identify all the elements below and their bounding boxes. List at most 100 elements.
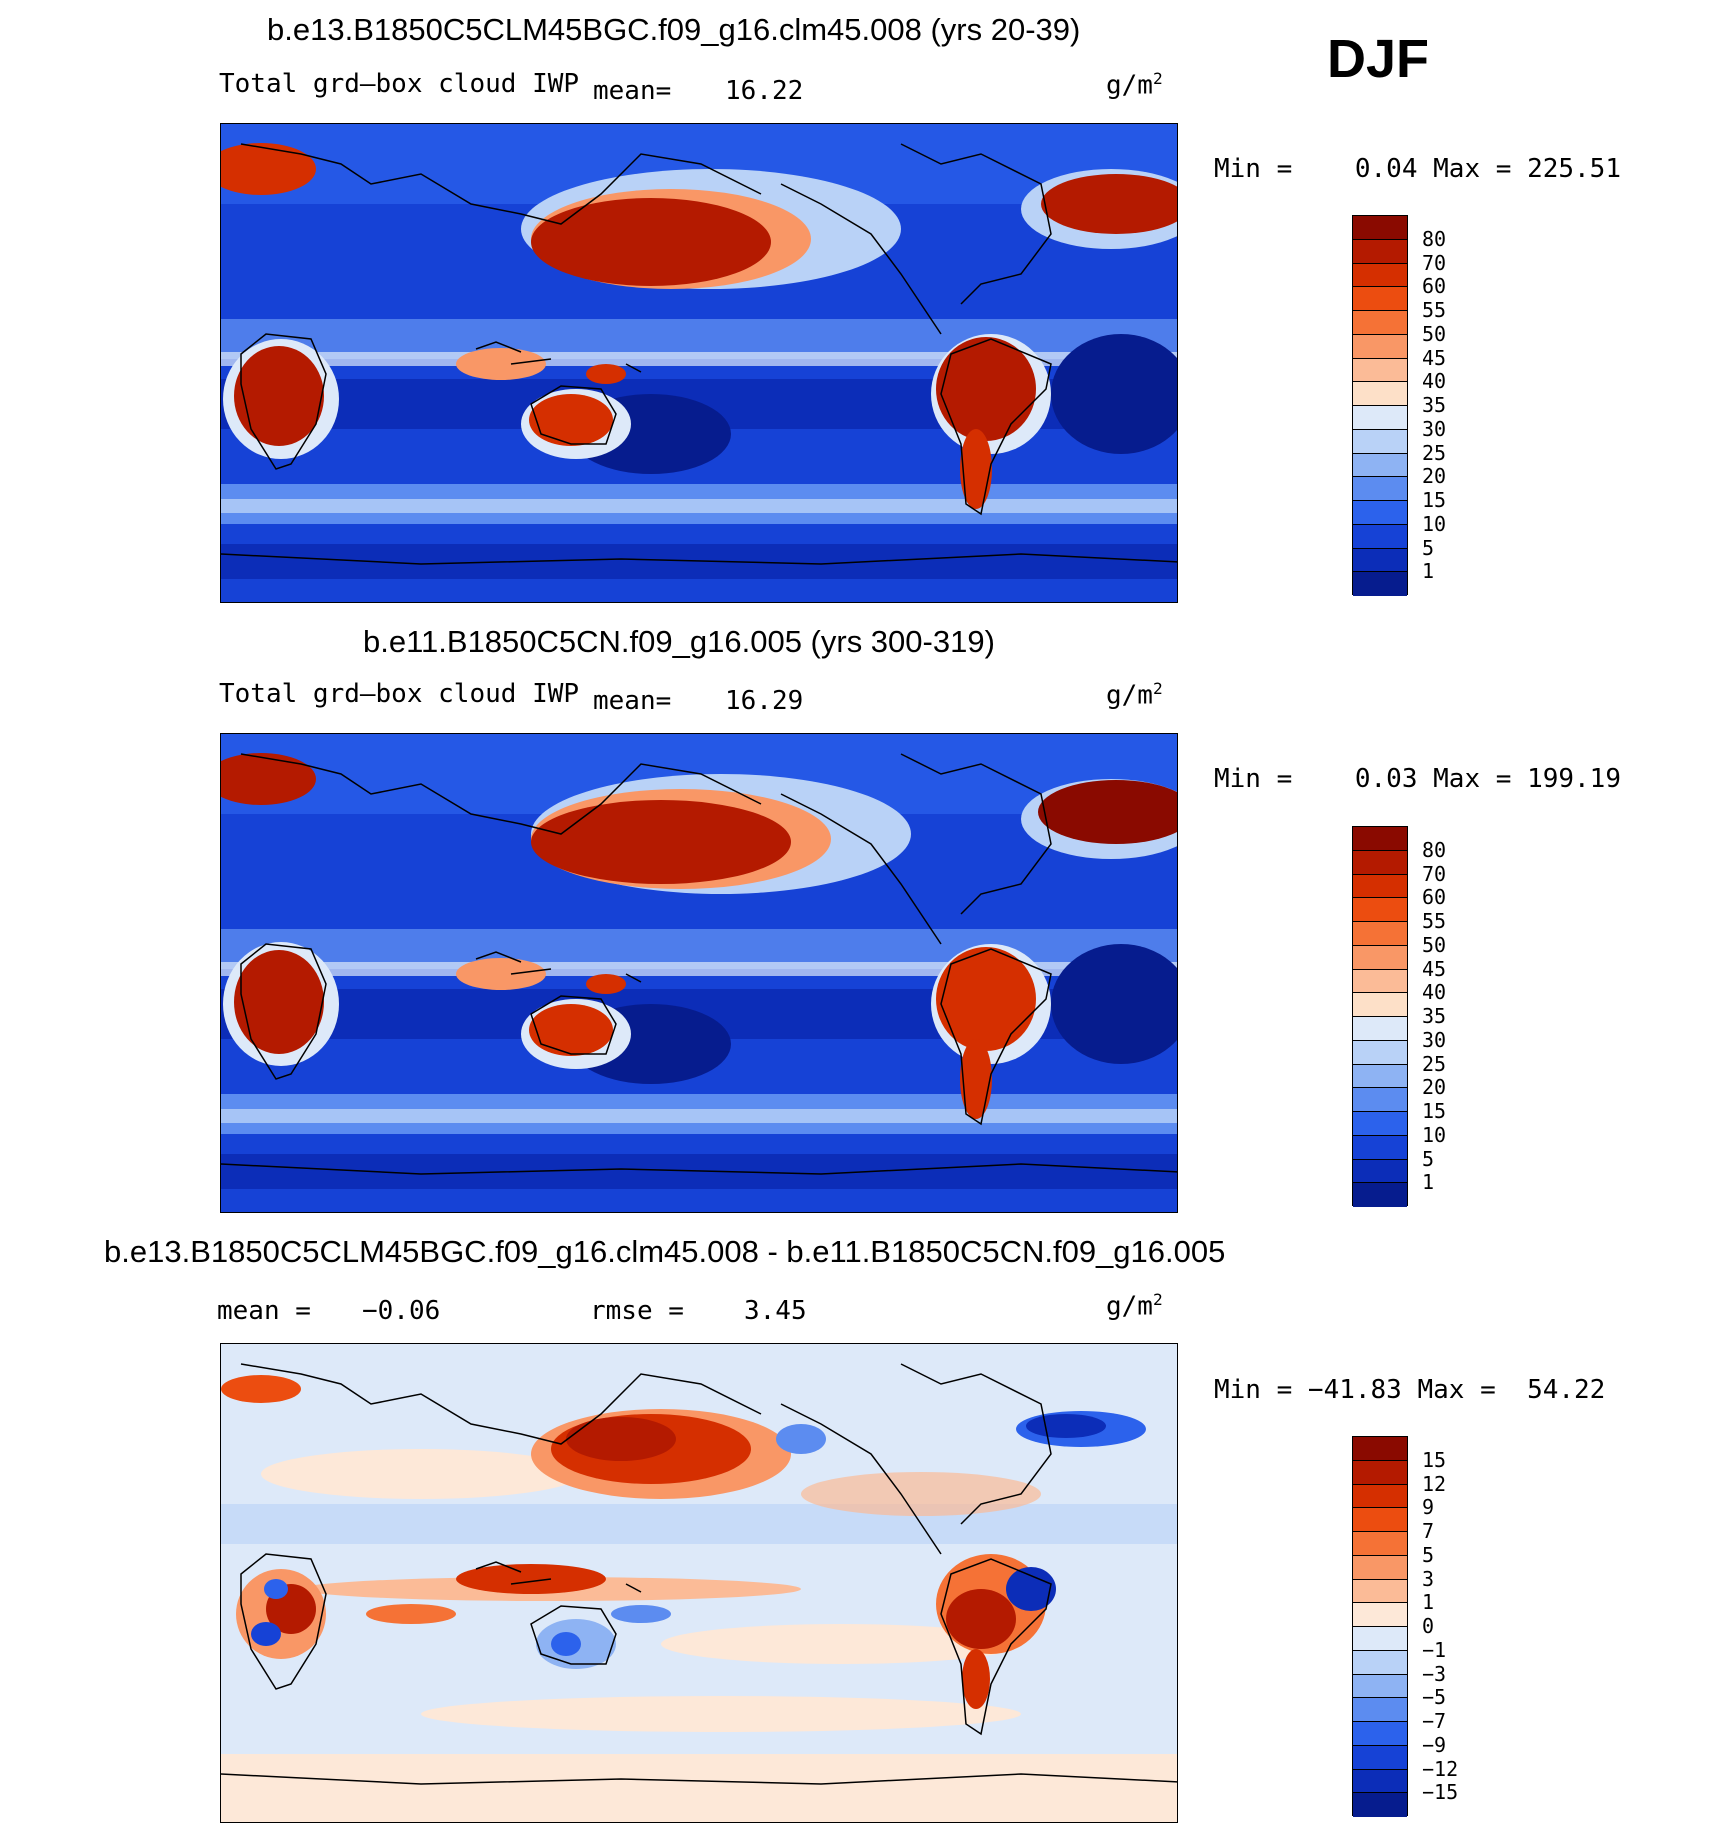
panel-2-mean-value: 16.29 (725, 686, 804, 716)
colorbar-swatch (1353, 1112, 1407, 1136)
colorbar-swatch (1353, 216, 1407, 240)
colorbar-label: −9 (1422, 1732, 1447, 1757)
colorbar-label: 10 (1422, 511, 1447, 536)
colorbar-swatch (1353, 287, 1407, 311)
panel-3-mean-label: mean = (217, 1296, 311, 1326)
colorbar-swatch (1353, 263, 1407, 288)
colorbar-label: 15 (1422, 1447, 1447, 1472)
colorbar-swatch (1353, 850, 1407, 875)
colorbar-swatch (1353, 1555, 1407, 1580)
colorbar-swatch (1353, 1064, 1407, 1089)
panel-1-minmax: Min = 0.04 Max = 225.51 (1214, 154, 1621, 184)
panel-3-map (220, 1343, 1178, 1823)
colorbar-label: 3 (1422, 1566, 1435, 1591)
panel-3-rmse-label: rmse = (590, 1296, 684, 1326)
panel-2-title: b.e11.B1850C5CN.f09_g16.005 (yrs 300-319… (363, 624, 995, 659)
panel-3-minmax: Min = −41.83 Max = 54.22 (1214, 1375, 1606, 1405)
colorbar-swatch (1353, 1579, 1407, 1604)
colorbar-label: 70 (1422, 861, 1447, 886)
colorbar-swatch (1353, 945, 1407, 970)
colorbar-label: 55 (1422, 909, 1447, 933)
colorbar-label: −7 (1422, 1709, 1447, 1733)
colorbar-label: −12 (1422, 1756, 1459, 1781)
colorbar-swatch (1353, 572, 1407, 596)
colorbar-label: −3 (1422, 1661, 1447, 1686)
colorbar-swatch (1353, 1437, 1407, 1461)
colorbar-swatch (1353, 1674, 1407, 1699)
panel-2-map-svg (221, 734, 1177, 1212)
colorbar-label: 35 (1422, 393, 1447, 417)
colorbar-swatch (1353, 1135, 1407, 1160)
colorbar-swatch (1353, 239, 1407, 264)
colorbar-swatch (1353, 1722, 1407, 1746)
colorbar-label: 5 (1422, 535, 1435, 560)
colorbar-label: 9 (1422, 1495, 1435, 1520)
colorbar-label: 55 (1422, 298, 1447, 322)
colorbar-label: 12 (1422, 1471, 1447, 1496)
colorbar-label: −15 (1422, 1780, 1459, 1805)
colorbar-swatch (1353, 1769, 1407, 1794)
panel-3-mean-value: −0.06 (362, 1296, 441, 1326)
colorbar-label: 45 (1422, 345, 1447, 370)
colorbar-label: 20 (1422, 464, 1447, 489)
colorbar-label: 15 (1422, 1099, 1447, 1123)
colorbar-swatch (1353, 993, 1407, 1017)
colorbar-swatch (1353, 874, 1407, 899)
colorbar-label: 25 (1422, 440, 1447, 465)
panel-1-units: g/m2 (1106, 69, 1163, 101)
colorbar-label: 7 (1422, 1519, 1435, 1543)
colorbar-swatch (1353, 1088, 1407, 1112)
colorbar-swatch (1353, 406, 1407, 430)
colorbar-label: 15 (1422, 488, 1447, 512)
colorbar-swatch (1353, 382, 1407, 406)
colorbar-swatch (1353, 1508, 1407, 1532)
panel-1-map (220, 123, 1178, 603)
colorbar-label: 25 (1422, 1051, 1447, 1076)
colorbar-label: 50 (1422, 321, 1447, 346)
season-label: DJF (1327, 29, 1430, 89)
colorbar-label: 30 (1422, 1027, 1447, 1052)
colorbar-label: 80 (1422, 837, 1447, 862)
panel-2-variable: Total grd–box cloud IWP (219, 679, 580, 709)
colorbar-swatch (1353, 1532, 1407, 1556)
panel-2-mean-label: mean= (593, 686, 672, 716)
colorbar-swatch (1353, 922, 1407, 946)
colorbar-swatch (1353, 358, 1407, 383)
colorbar-swatch (1353, 524, 1407, 549)
panel-3-rmse-value: 3.45 (744, 1296, 807, 1326)
colorbar-swatch (1353, 1698, 1407, 1722)
colorbar-swatch (1353, 1159, 1407, 1184)
colorbar-swatch (1353, 311, 1407, 335)
colorbar-label: 1 (1422, 1170, 1435, 1195)
colorbar-swatch (1353, 1603, 1407, 1627)
colorbar-label: 30 (1422, 416, 1447, 441)
colorbar-label: −1 (1422, 1637, 1447, 1662)
colorbar-label: 70 (1422, 250, 1447, 275)
colorbar-label: 80 (1422, 226, 1447, 251)
colorbar-label: 1 (1422, 1590, 1435, 1615)
colorbar-swatch (1353, 1793, 1407, 1817)
colorbar-swatch (1353, 1017, 1407, 1041)
panel-1-mean-value: 16.22 (725, 76, 804, 106)
colorbar-swatch (1353, 1460, 1407, 1485)
colorbar-label: 20 (1422, 1075, 1447, 1100)
colorbar-swatch (1353, 969, 1407, 994)
colorbar-swatch (1353, 827, 1407, 851)
panel-1-mean-label: mean= (593, 76, 672, 106)
colorbar-swatch (1353, 1183, 1407, 1207)
panel-1-map-svg (221, 124, 1177, 602)
panel-3-map-svg (221, 1344, 1177, 1822)
colorbar-label: 5 (1422, 1146, 1435, 1171)
colorbar-swatch (1353, 1484, 1407, 1509)
colorbar-swatch (1353, 477, 1407, 501)
panel-3-units: g/m2 (1106, 1290, 1163, 1322)
colorbar-label: 0 (1422, 1614, 1435, 1638)
colorbar-swatch (1353, 334, 1407, 359)
colorbar-label: 60 (1422, 885, 1447, 910)
colorbar-swatch (1353, 1627, 1407, 1651)
colorbar-label: −5 (1422, 1685, 1447, 1710)
colorbar-swatch (1353, 453, 1407, 478)
colorbar-swatch (1353, 898, 1407, 922)
panel-1-title: b.e13.B1850C5CLM45BGC.f09_g16.clm45.008 … (267, 12, 1081, 47)
panel-3-title: b.e13.B1850C5CLM45BGC.f09_g16.clm45.008 … (104, 1234, 1226, 1269)
